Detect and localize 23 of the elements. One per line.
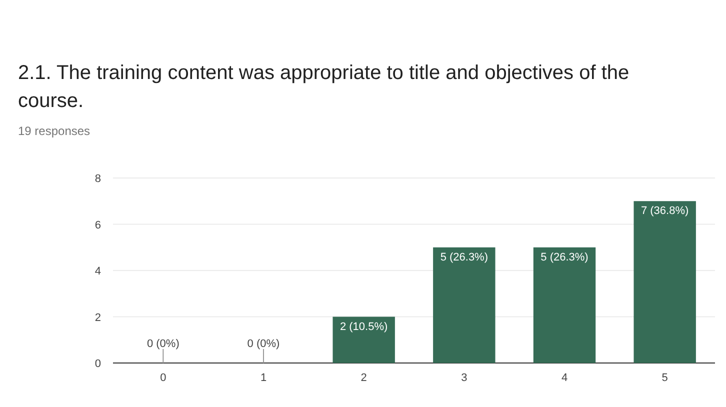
data-label: 5 (26.3%)	[540, 251, 588, 264]
x-tick-label: 3	[461, 372, 468, 384]
chart-title: 2.1. The training content was appropriate to title and objectives of the course.	[18, 62, 630, 112]
chart-subtitle: 19 responses	[18, 124, 90, 138]
data-label: 0 (0%)	[146, 338, 180, 350]
y-tick-label: 6	[94, 219, 101, 232]
bar	[332, 316, 395, 363]
x-tick-label: 0	[160, 372, 166, 384]
x-tick-label: 4	[561, 372, 568, 384]
data-label: 5 (26.3%)	[440, 251, 488, 264]
data-label: 7 (36.8%)	[640, 205, 689, 218]
bar	[433, 247, 496, 363]
bar	[533, 247, 596, 363]
y-tick-label: 2	[94, 312, 101, 324]
y-tick-label: 0	[94, 358, 101, 370]
bar	[634, 201, 696, 363]
data-label: 0 (0%)	[247, 338, 280, 350]
data-label: 2 (10.5%)	[340, 320, 388, 333]
x-tick-label: 2	[360, 372, 367, 384]
x-tick-label: 5	[662, 372, 668, 384]
x-tick-label: 1	[260, 372, 267, 384]
y-tick-label: 4	[94, 266, 101, 278]
y-tick-label: 8	[94, 173, 101, 185]
